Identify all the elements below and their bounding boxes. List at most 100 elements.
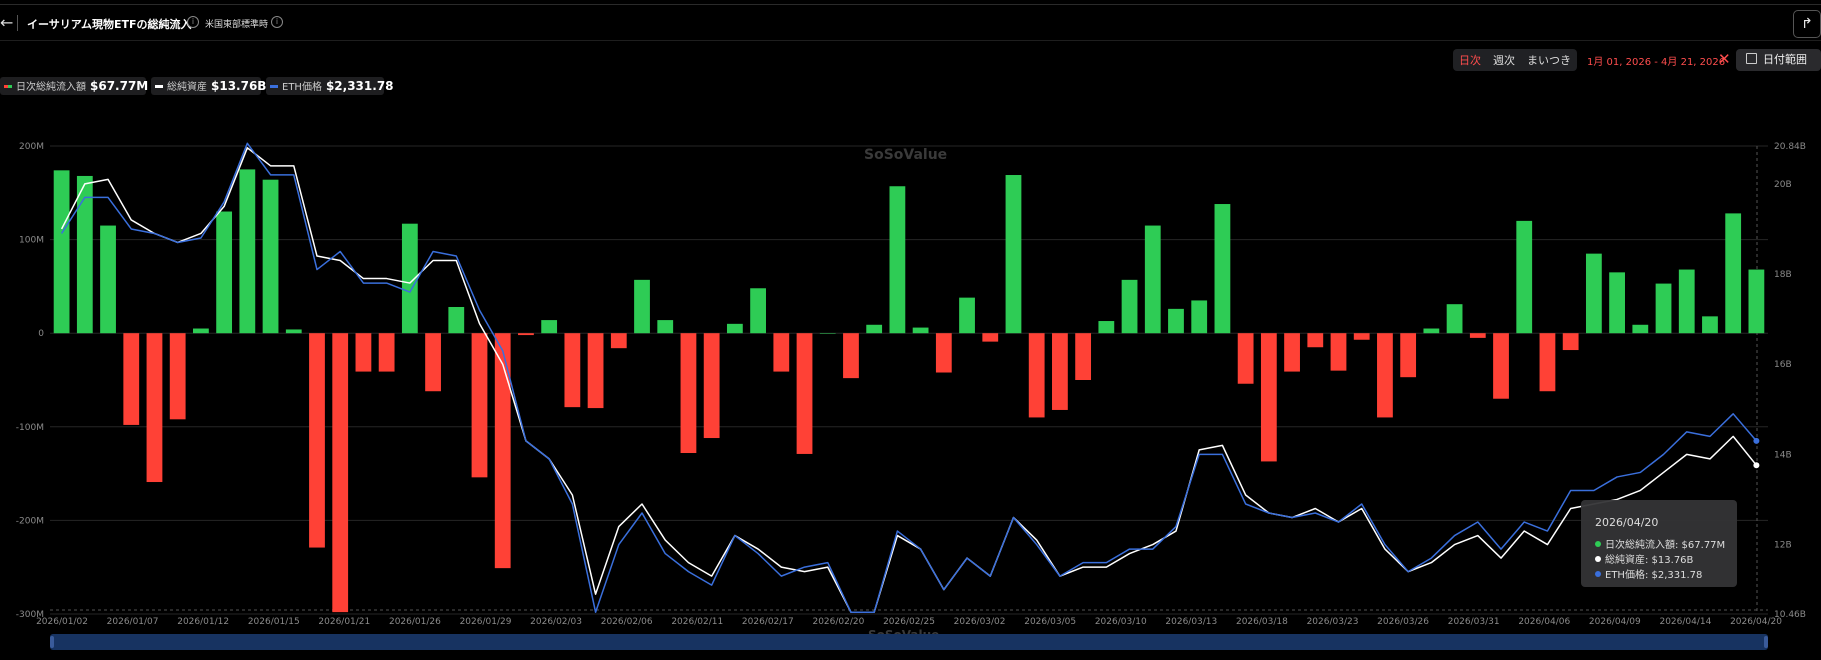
inflow-bar [959,297,975,334]
legend-eth-value: $2,331.78 [325,79,394,93]
x-tick-label: 2026/03/31 [1448,617,1500,627]
timezone-label: 米国東部標準時 [205,20,269,30]
x-tick-label: 2026/01/15 [248,617,300,627]
legend-eth[interactable]: ETH価格 $2,331.78 [266,77,394,95]
inflow-bar [1609,272,1625,334]
x-tick-label: 2026/01/21 [318,617,370,627]
inflow-bar [1493,333,1509,399]
legend-eth-label: ETH価格 [282,82,322,93]
legend-assets-label: 総純資産 [167,82,207,93]
y-right-tick-label: 20.84B [1774,142,1806,152]
info-icon[interactable]: i [187,16,199,28]
clear-date-range-icon[interactable]: ✕ [1718,50,1731,68]
inflow-bar [866,324,883,334]
inflow-bar [239,169,256,334]
x-tick-label: 2026/01/07 [107,617,159,627]
inflow-bar [889,186,906,334]
inflow-bar [1585,253,1602,334]
period-selector: 日次 週次 まいつき [1453,49,1577,71]
inflow-bar [703,333,720,439]
calendar-icon [1746,53,1757,64]
inflow-bar [1191,300,1208,334]
inflow-bar [1214,204,1231,334]
inflow-bar [1121,279,1138,334]
inflow-bar [912,327,929,334]
x-tick-label: 2026/02/11 [671,617,723,627]
inflow-bar [401,223,418,334]
inflow-bar [471,333,488,478]
inflow-bar [1400,333,1417,378]
inflow-bar [1330,333,1347,371]
inflow-bar [726,323,743,334]
inflow-bar [494,333,511,569]
legend-inflow-label: 日次総純流入額 [16,82,86,93]
eth-swatch [270,85,278,88]
x-tick-label: 2026/01/29 [460,617,512,627]
header-divider-line [0,40,1821,41]
inflow-bar [262,179,279,334]
inflow-bar [819,333,836,334]
navigator-left-handle[interactable] [50,636,54,648]
x-tick-label: 2026/04/09 [1589,617,1641,627]
y-right-tick-label: 18B [1774,270,1792,280]
inflow-bar [1678,269,1695,334]
inflow-bar [1748,269,1765,334]
x-tick-label: 2026/03/13 [1165,617,1217,627]
inflow-bar [1562,333,1579,351]
inflow-bar [1168,308,1184,334]
inflow-bar [541,320,558,334]
inflow-bar [1052,333,1068,410]
back-arrow-icon[interactable]: ← [0,13,14,32]
eth-price-line [60,142,1757,613]
y-right-tick-label: 16B [1774,360,1792,370]
x-tick-label: 2026/02/06 [601,617,653,627]
inflow-bar [1005,175,1022,334]
y-left-tick-label: -200M [16,516,44,526]
date-range-button[interactable]: 日付範囲 [1736,49,1821,71]
selected-date-range: 1月 01, 2026 - 4月 21, 2026 [1587,57,1726,68]
y-left-tick-label: -300M [16,610,44,620]
x-tick-label: 2026/03/10 [1095,617,1147,627]
share-icon[interactable]: ↱ [1793,10,1821,38]
period-monthly-tab[interactable]: まいつき [1527,54,1571,67]
inflow-bar [843,333,859,379]
y-right-tick-label: 14B [1774,450,1792,460]
chart-tooltip: 2026/04/20 日次総純流入額: $67.77M 総純資産: $13.76… [1581,500,1737,587]
inflow-bar [1423,328,1440,334]
inflow-bar [564,333,581,408]
inflow-bar [982,333,999,342]
inflow-bar [935,333,952,373]
inflow-bar [1725,213,1742,334]
x-tick-label: 2026/04/14 [1659,617,1711,627]
inflow-chart[interactable]: 200M 100M 0 -100M -200M -300M 20.84B 20B 18B 16B 1… [0,138,1821,638]
y-right-tick-label: 10.46B [1774,610,1806,620]
legend-inflow[interactable]: 日次総純流入額 $67.77M [0,77,148,95]
date-range-button-label: 日付範囲 [1763,53,1807,66]
inflow-bar [1284,333,1300,372]
x-tick-label: 2026/02/17 [742,617,794,627]
timezone-info-icon[interactable]: i [271,16,283,28]
x-tick-label: 2026/04/06 [1518,617,1570,627]
watermark-logo: SoSoValue [864,147,948,163]
top-border [0,4,1821,5]
inflow-bar [773,333,790,372]
range-navigator[interactable] [50,634,1768,650]
legend-assets-value: $13.76B [211,79,267,93]
x-tick-label: 2026/03/05 [1024,617,1076,627]
x-tick-label: 2026/03/02 [954,617,1006,627]
navigator-right-handle[interactable] [1764,636,1768,648]
inflow-bar [1028,333,1045,418]
period-weekly-tab[interactable]: 週次 [1493,54,1515,67]
inflow-bar [680,333,697,454]
inflow-bar [518,333,534,336]
inflow-bar [1307,333,1324,348]
chart-header: ← イーサリアム現物ETFの総純流入 i 米国東部標準時 i ↱ [0,8,1821,38]
inflow-bar [1655,283,1672,334]
inflow-bar [332,333,349,613]
period-daily-tab[interactable]: 日次 [1459,54,1481,67]
inflow-bar [169,333,186,420]
inflow-bar [1469,333,1486,338]
y-left-tick-label: -100M [16,423,44,433]
legend-assets[interactable]: 総純資産 $13.76B [151,77,266,95]
inflow-swatch [4,85,12,88]
